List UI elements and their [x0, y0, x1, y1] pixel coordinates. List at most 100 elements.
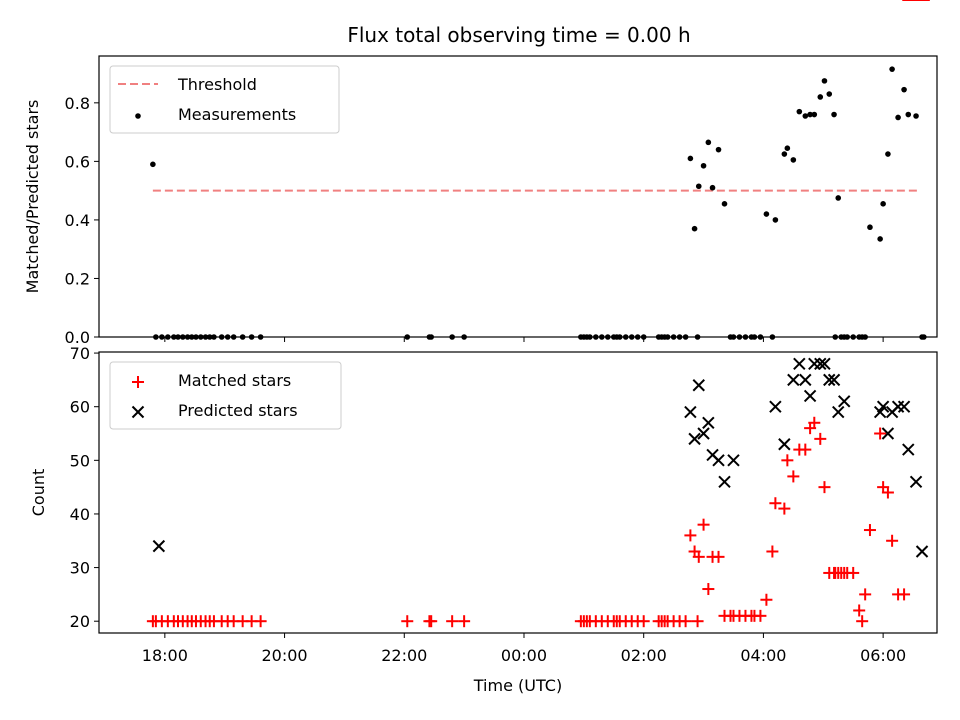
time-x-tick-label: 20:00 [262, 646, 308, 665]
figure-title: Flux total observing time = 0.00 h [347, 23, 690, 47]
ratio-y-tick-label: 0.2 [65, 269, 90, 288]
time-x-tick-label: 18:00 [142, 646, 188, 665]
measurement-point [695, 183, 702, 190]
measurement-point [721, 201, 728, 207]
legend-box [109, 361, 342, 430]
predicted-star-point [803, 389, 817, 403]
matched-star-point [702, 583, 715, 596]
measurement-point [826, 91, 833, 97]
count-y-tick-label: 40 [70, 505, 90, 524]
predicted-star-point [769, 400, 782, 413]
matched-star-point [778, 502, 791, 515]
predicted-star-point [787, 373, 800, 387]
time-x-axis: 18:00 20:00 22:00 00:00 02:00 04:00 06:00 [142, 633, 906, 665]
count-y-axis-label: Count [29, 469, 48, 517]
count-y-axis: 20 30 40 50 60 70 [70, 344, 99, 631]
matched-star-point [859, 588, 872, 601]
measurement-point [889, 66, 895, 72]
matched-star-point [818, 481, 831, 494]
predicted-star-point [814, 357, 827, 371]
matched-star-point [814, 432, 827, 445]
legend-matched-swatch [132, 376, 144, 388]
matched-star-point [766, 545, 779, 558]
ratio-y-tick-label: 0.8 [65, 94, 90, 113]
predicted-star-point [838, 395, 851, 408]
matched-star-point [637, 615, 650, 628]
measurement-point [691, 225, 698, 232]
matched-star-point [446, 615, 459, 628]
matched-star-point [754, 609, 767, 622]
measurement-point [807, 111, 813, 118]
matched-star-point [679, 615, 692, 628]
predicted-star-point [823, 373, 836, 387]
ratio-plot-frame [98, 55, 938, 338]
count-plot-frame [98, 351, 938, 634]
measurement-point [796, 108, 803, 115]
measurement-point [821, 78, 828, 84]
predicted-star-point [909, 475, 923, 488]
predicted-star-point [915, 545, 929, 558]
measurement-point [811, 111, 818, 118]
predicted-star-point [876, 400, 890, 413]
measurement-point [802, 113, 809, 119]
matched-star-point [886, 534, 899, 547]
matched-star-point [425, 615, 438, 628]
measurement-point [913, 113, 919, 119]
predicted-star-point [727, 454, 740, 467]
matched-star-point [697, 518, 710, 531]
ratio-panel: 0.00.20.40.60.8 Matched/Predicted stars … [23, 55, 938, 347]
predicted-star-point [891, 400, 905, 413]
ratio-y-tick-label: 0.4 [65, 211, 90, 230]
predicted-star-point [881, 427, 895, 440]
legend-measurement-swatch [135, 113, 141, 119]
measurement-point [763, 211, 770, 217]
matched-star-point [712, 550, 725, 563]
predicted-star-point [793, 357, 806, 371]
measurement-point [901, 86, 907, 93]
ratio-legend: Threshold Measurements [109, 65, 340, 134]
measurement-point [835, 195, 842, 201]
measurement-point [715, 146, 722, 153]
matched-star-point [898, 588, 911, 601]
time-x-tick-label: 02:00 [621, 646, 667, 665]
matched-star-point [853, 604, 866, 617]
time-x-tick-label: 22:00 [381, 646, 427, 665]
matched-star-point [458, 615, 471, 628]
predicted-star-point [778, 438, 791, 451]
predicted-star-point [827, 373, 841, 387]
matched-star-point [781, 454, 794, 467]
measurement-point [880, 201, 886, 207]
legend-label: Predicted stars [178, 401, 298, 420]
predicted-star-point [718, 475, 731, 488]
matched-star-point [881, 486, 894, 499]
matched-star-point [847, 566, 860, 579]
time-x-tick-label: 04:00 [740, 646, 786, 665]
measurement-point [700, 162, 707, 169]
legend-label: Measurements [178, 105, 296, 124]
count-y-tick-label: 70 [70, 344, 90, 363]
matched-star-point [401, 615, 414, 628]
predicted-star-point [902, 443, 915, 456]
time-x-tick-label: 06:00 [860, 646, 906, 665]
measurement-point [709, 184, 716, 191]
predicted-star-point [818, 357, 831, 371]
matched-star-point [692, 550, 705, 563]
matched-star-point [799, 443, 812, 456]
matched-star-point [684, 529, 697, 542]
legend-box [109, 65, 340, 134]
measurement-point [150, 161, 156, 168]
predicted-star-point [688, 432, 701, 446]
measurement-point [905, 111, 912, 118]
predicted-star-point [684, 405, 697, 419]
measurement-point [885, 151, 891, 157]
legend-predicted-swatch [131, 405, 145, 419]
predicted-star-point [692, 379, 705, 392]
matched-star-point [863, 524, 876, 537]
time-x-axis-label: Time (UTC) [473, 676, 562, 695]
ratio-y-axis: 0.0 0.2 0.4 0.6 0.8 [65, 94, 99, 347]
measurement-point [817, 94, 824, 100]
ratio-y-tick-label: 0.0 [65, 328, 90, 347]
matched-star-point [787, 470, 800, 483]
count-points [146, 0, 930, 628]
ratio-y-tick-label: 0.6 [65, 152, 90, 171]
